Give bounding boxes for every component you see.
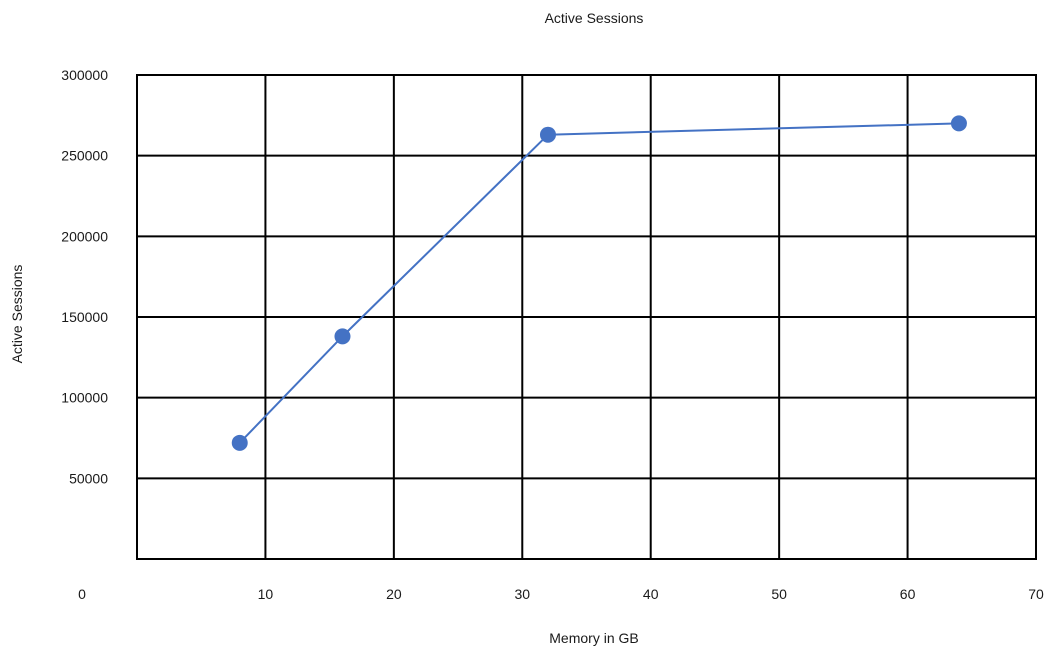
chart-title: Active Sessions xyxy=(545,10,644,26)
x-tick-label: 70 xyxy=(1028,586,1044,602)
y-tick-label: 200000 xyxy=(61,228,108,244)
data-point xyxy=(334,328,351,345)
series-line xyxy=(239,122,959,444)
y-axis-ticks: 50000 100000 150000 200000 250000 300000 xyxy=(61,67,108,486)
y-tick-label: 250000 xyxy=(61,148,108,164)
origin-tick-label: 0 xyxy=(78,586,86,602)
x-axis-label: Memory in GB xyxy=(549,630,638,646)
data-point xyxy=(539,126,556,143)
x-axis-ticks: 10 20 30 40 50 60 70 xyxy=(258,586,1044,602)
y-tick-label: 50000 xyxy=(69,470,108,486)
x-tick-label: 20 xyxy=(386,586,402,602)
x-tick-label: 50 xyxy=(771,586,787,602)
data-point xyxy=(950,115,967,132)
y-tick-label: 300000 xyxy=(61,67,108,83)
data-point xyxy=(231,434,248,451)
grid-lines xyxy=(137,74,1037,559)
y-tick-label: 150000 xyxy=(61,309,108,325)
y-axis-label: Active Sessions xyxy=(9,265,25,364)
x-tick-label: 30 xyxy=(514,586,530,602)
x-tick-label: 10 xyxy=(258,586,274,602)
x-tick-label: 60 xyxy=(900,586,916,602)
y-tick-label: 100000 xyxy=(61,390,108,406)
series-layer xyxy=(231,115,967,451)
plot-area xyxy=(136,74,1037,560)
x-tick-label: 40 xyxy=(643,586,659,602)
